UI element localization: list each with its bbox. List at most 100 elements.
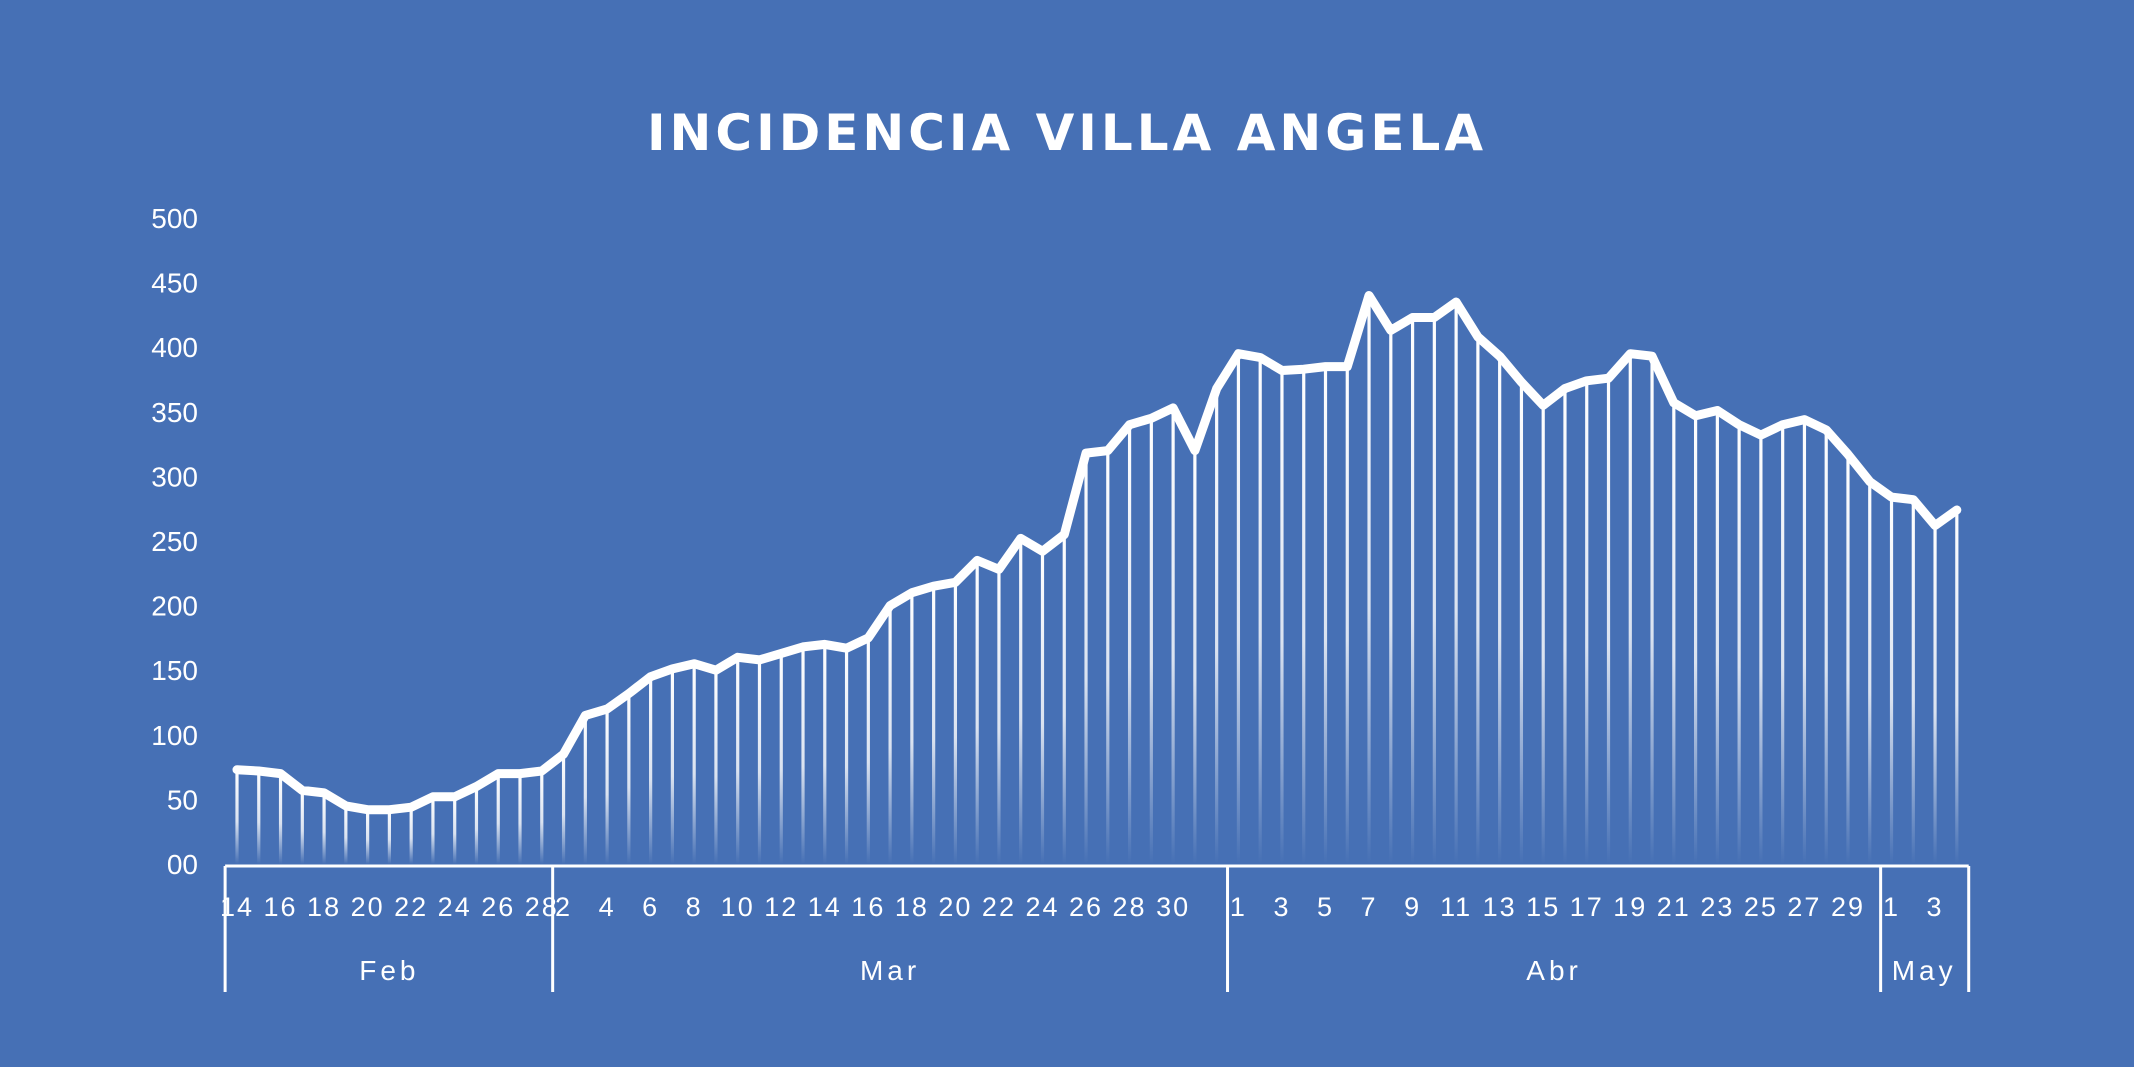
drop-line xyxy=(801,646,805,864)
drop-line xyxy=(387,809,391,864)
x-tick-label: 24 xyxy=(438,892,472,922)
x-tick-label: 22 xyxy=(982,892,1016,922)
y-tick-label: 00 xyxy=(167,849,198,880)
drop-line xyxy=(1127,424,1132,864)
x-tick-label: 20 xyxy=(351,892,385,922)
drop-line xyxy=(627,693,631,864)
x-tick-label: 14 xyxy=(220,892,254,922)
drop-line xyxy=(518,773,522,864)
drop-line xyxy=(1541,405,1545,864)
x-tick-label: 10 xyxy=(721,892,755,922)
drop-line xyxy=(1323,366,1328,864)
drop-line xyxy=(932,586,936,864)
drop-line xyxy=(1802,419,1807,864)
x-tick-label: 23 xyxy=(1700,892,1734,922)
drop-line xyxy=(1171,407,1175,864)
drop-line xyxy=(953,582,958,864)
drop-line xyxy=(1933,525,1937,864)
x-tick-label: 21 xyxy=(1657,892,1691,922)
y-axis: 00 50 100 150 200 250 300 350 400 450 500 xyxy=(151,203,198,880)
x-tick-label: 6 xyxy=(642,892,659,922)
x-tick-label: 3 xyxy=(1273,892,1290,922)
chart-title: INCIDENCIA VILLA ANGELA xyxy=(647,104,1487,162)
x-tick-label: 2 xyxy=(555,892,572,922)
series-line xyxy=(232,291,1962,815)
x-tick-label: 30 xyxy=(1156,892,1190,922)
x-tick-label: 1 xyxy=(1883,892,1900,922)
drop-line xyxy=(1476,336,1480,864)
drop-line xyxy=(1628,353,1632,864)
drop-line xyxy=(1911,499,1915,864)
x-tick-label: 27 xyxy=(1787,892,1821,922)
y-tick-label: 450 xyxy=(151,268,198,299)
drop-line xyxy=(1563,388,1567,864)
y-tick-label: 350 xyxy=(151,397,198,428)
drop-line xyxy=(431,796,435,864)
drop-line xyxy=(736,657,740,864)
x-tick-label: 15 xyxy=(1526,892,1560,922)
drop-line xyxy=(1040,551,1045,864)
drop-line xyxy=(844,648,849,864)
x-tick-label: 3 xyxy=(1927,892,1944,922)
drop-line xyxy=(866,637,870,864)
drop-line xyxy=(278,773,283,864)
drop-line xyxy=(1019,538,1023,864)
drop-line xyxy=(997,569,1001,864)
drop-line xyxy=(1693,415,1698,864)
drop-line xyxy=(975,560,979,864)
drop-line xyxy=(1846,454,1850,864)
x-tick-label: 12 xyxy=(764,892,798,922)
drop-line xyxy=(1498,356,1502,864)
x-tick-label: 4 xyxy=(599,892,616,922)
drop-line xyxy=(1781,424,1785,864)
drop-line xyxy=(496,773,500,864)
drop-line xyxy=(1062,534,1066,864)
drop-line xyxy=(257,770,261,864)
x-tick-label: 25 xyxy=(1744,892,1778,922)
y-tick-label: 300 xyxy=(151,461,198,492)
x-tick-label: 17 xyxy=(1570,892,1604,922)
drop-line xyxy=(757,659,762,864)
drop-line xyxy=(322,792,326,864)
drop-line xyxy=(605,708,609,864)
drop-line xyxy=(1715,410,1719,864)
drop-line xyxy=(1432,317,1436,864)
drop-line xyxy=(1868,481,1872,864)
y-tick-label: 400 xyxy=(151,332,198,363)
drop-line xyxy=(1389,330,1393,864)
drop-line xyxy=(714,670,718,864)
drop-line xyxy=(779,653,783,864)
month-label: Abr xyxy=(1526,955,1582,986)
x-tick-label: 20 xyxy=(938,892,972,922)
x-tick-label: 18 xyxy=(895,892,929,922)
x-tick-label: 16 xyxy=(851,892,885,922)
drop-line xyxy=(1193,450,1197,864)
drop-line xyxy=(1302,369,1306,864)
drop-line xyxy=(366,809,370,864)
x-tick-label: 14 xyxy=(808,892,842,922)
drop-line xyxy=(1454,301,1458,865)
drop-line xyxy=(300,790,304,864)
drop-line xyxy=(1149,418,1153,864)
drop-line xyxy=(1606,378,1611,864)
x-tick-label: 1 xyxy=(1230,892,1247,922)
drop-line xyxy=(1215,388,1219,864)
y-tick-label: 250 xyxy=(151,526,198,557)
drop-line xyxy=(1650,356,1654,864)
drop-line xyxy=(910,592,914,864)
drop-line xyxy=(1280,370,1284,864)
y-tick-label: 500 xyxy=(151,203,198,234)
drop-line xyxy=(692,663,696,864)
drop-line xyxy=(1955,509,1959,864)
drop-line xyxy=(1737,424,1741,864)
drop-lines xyxy=(235,295,1959,865)
x-tick-label: 8 xyxy=(686,892,703,922)
drop-line xyxy=(1236,353,1241,864)
drop-line xyxy=(561,754,566,864)
drop-line xyxy=(888,605,892,864)
drop-line xyxy=(1585,380,1589,864)
y-tick-label: 50 xyxy=(167,784,198,815)
x-tick-label: 29 xyxy=(1831,892,1865,922)
